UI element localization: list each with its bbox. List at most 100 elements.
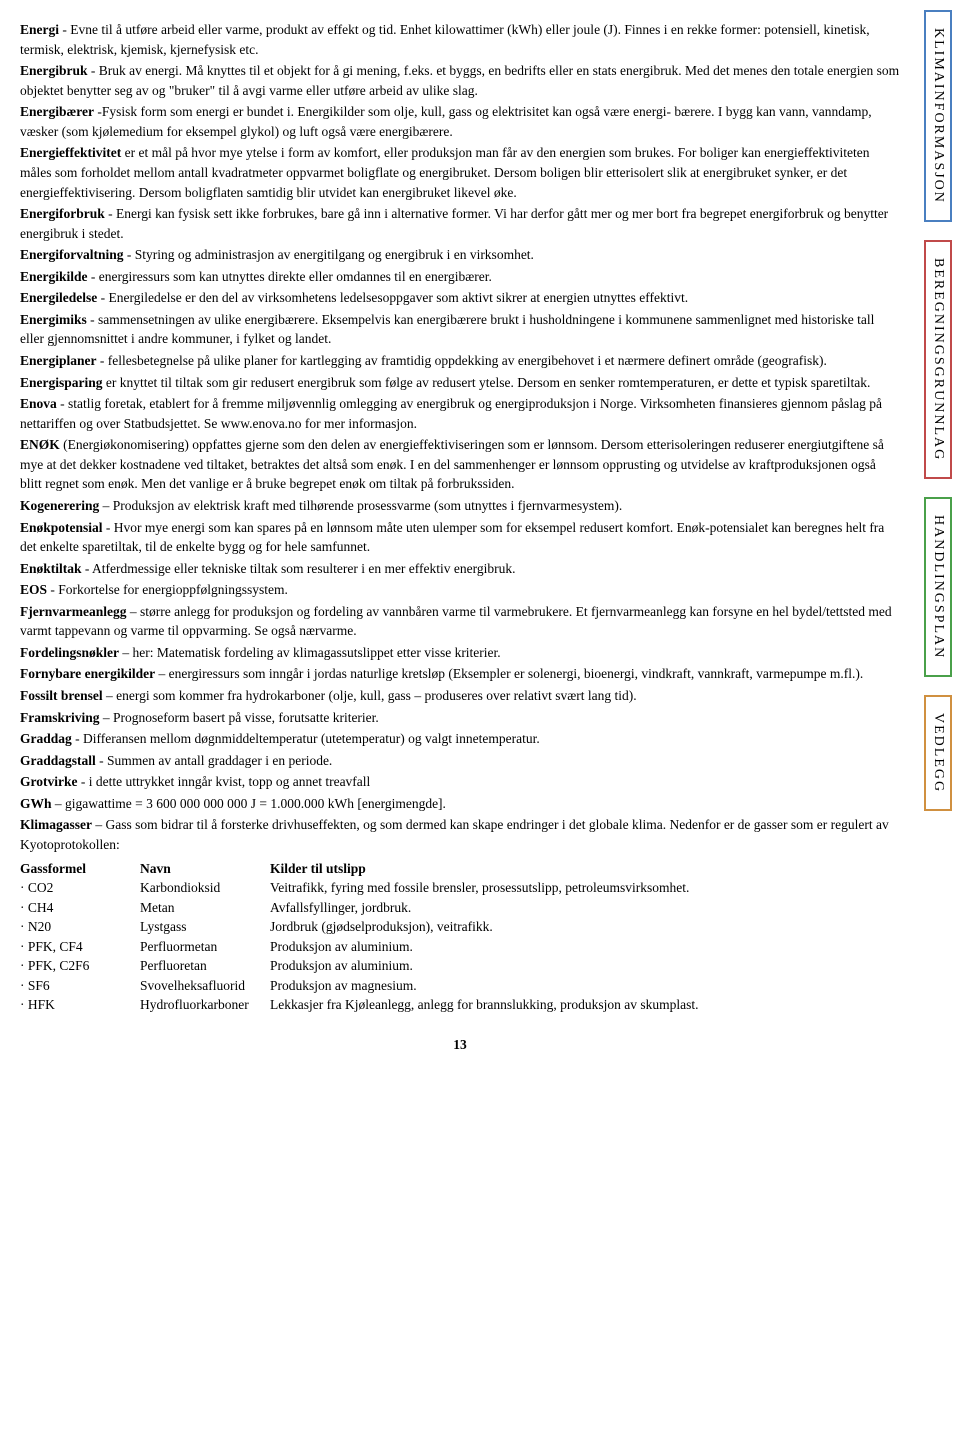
definition-entry: Energisparing er knyttet til tiltak som …	[20, 373, 900, 393]
gas-row: · PFK, CF4PerfluormetanProduksjon av alu…	[20, 937, 900, 957]
gas-cell: · HFK	[20, 995, 140, 1015]
side-tabs: KLIMAINFORMASJON BEREGNINGSGRUNNLAG HANDLI…	[924, 10, 952, 811]
definition-entry: EOS - Forkortelse for energioppfølgnings…	[20, 580, 900, 600]
gas-cell: · SF6	[20, 976, 140, 996]
definition-text: – gigawattime = 3 600 000 000 000 J = 1.…	[52, 796, 446, 811]
gas-row: · CH4MetanAvfallsfyllinger, jordbruk.	[20, 898, 900, 918]
definition-text: - Summen av antall graddager i en period…	[96, 753, 333, 768]
definition-text: (Energiøkonomisering) oppfattes gjerne s…	[20, 437, 884, 491]
gas-header-name: Navn	[140, 859, 270, 879]
term: Fossilt brensel	[20, 688, 103, 703]
definition-text: – større anlegg for produksjon og fordel…	[20, 604, 892, 639]
definition-entry: Enøktiltak - Atferdmessige eller teknisk…	[20, 559, 900, 579]
definition-entry: Energiforvaltning - Styring og administr…	[20, 245, 900, 265]
definition-text: - fellesbetegnelse på ulike planer for k…	[97, 353, 827, 368]
definition-text: – Gass som bidrar til å forsterke drivhu…	[20, 817, 889, 852]
side-tab[interactable]: KLIMAINFORMASJON	[924, 10, 952, 222]
gas-cell: Perfluoretan	[140, 956, 270, 976]
definition-entry: Fordelingsnøkler – her: Matematisk forde…	[20, 643, 900, 663]
term: Energiforbruk	[20, 206, 105, 221]
term: Enøktiltak	[20, 561, 82, 576]
definitions-list: Energi - Evne til å utføre arbeid eller …	[20, 20, 900, 855]
definition-entry: ENØK (Energiøkonomisering) oppfattes gje…	[20, 435, 900, 494]
definition-entry: Enøkpotensial - Hvor mye energi som kan …	[20, 518, 900, 557]
gas-table-body: · CO2KarbondioksidVeitrafikk, fyring med…	[20, 878, 900, 1015]
term: Energibruk	[20, 63, 88, 78]
definition-text: -Fysisk form som energi er bundet i. Ene…	[20, 104, 872, 139]
definition-text: - Energi kan fysisk sett ikke forbrukes,…	[20, 206, 888, 241]
definition-text: - Differansen mellom døgnmiddeltemperatu…	[72, 731, 540, 746]
definition-entry: Kogenerering – Produksjon av elektrisk k…	[20, 496, 900, 516]
document-page: Energi - Evne til å utføre arbeid eller …	[0, 0, 960, 1075]
definition-text: - Energiledelse er den del av virksomhet…	[97, 290, 688, 305]
term: Energiledelse	[20, 290, 97, 305]
definition-entry: Graddag - Differansen mellom døgnmiddelt…	[20, 729, 900, 749]
term: Kogenerering	[20, 498, 99, 513]
term: Enøkpotensial	[20, 520, 103, 535]
term: Graddag	[20, 731, 72, 746]
gas-header-sources: Kilder til utslipp	[270, 859, 900, 879]
gas-cell: Karbondioksid	[140, 878, 270, 898]
term: Framskriving	[20, 710, 100, 725]
side-tab[interactable]: HANDLINGSPLAN	[924, 497, 952, 677]
page-number: 13	[20, 1035, 900, 1055]
definition-entry: GWh – gigawattime = 3 600 000 000 000 J …	[20, 794, 900, 814]
gas-cell: Lystgass	[140, 917, 270, 937]
term: Graddagstall	[20, 753, 96, 768]
gas-cell: Jordbruk (gjødselproduksjon), veitrafikk…	[270, 917, 900, 937]
term: Energikilde	[20, 269, 88, 284]
definition-entry: Enova - statlig foretak, etablert for å …	[20, 394, 900, 433]
definition-entry: Energimiks - sammensetningen av ulike en…	[20, 310, 900, 349]
gas-row: · PFK, C2F6PerfluoretanProduksjon av alu…	[20, 956, 900, 976]
term: Energiforvaltning	[20, 247, 124, 262]
term: ENØK	[20, 437, 60, 452]
gas-cell: Svovelheksafluorid	[140, 976, 270, 996]
definition-entry: Energibærer -Fysisk form som energi er b…	[20, 102, 900, 141]
gas-cell: Hydrofluorkarboner	[140, 995, 270, 1015]
gas-cell: Metan	[140, 898, 270, 918]
gas-cell: · CO2	[20, 878, 140, 898]
gas-cell: Lekkasjer fra Kjøleanlegg, anlegg for br…	[270, 995, 900, 1015]
gas-table-header: Gassformel Navn Kilder til utslipp	[20, 859, 900, 879]
side-tab[interactable]: VEDLEGG	[924, 695, 952, 811]
gas-cell: · N20	[20, 917, 140, 937]
gas-row: · SF6SvovelheksafluoridProduksjon av mag…	[20, 976, 900, 996]
gas-cell: · PFK, CF4	[20, 937, 140, 957]
definition-text: er et mål på hvor mye ytelse i form av k…	[20, 145, 870, 199]
term: GWh	[20, 796, 52, 811]
definition-entry: Energibruk - Bruk av energi. Må knyttes …	[20, 61, 900, 100]
definition-text: – energi som kommer fra hydrokarboner (o…	[103, 688, 637, 703]
gas-cell: Produksjon av aluminium.	[270, 956, 900, 976]
gas-cell: Produksjon av magnesium.	[270, 976, 900, 996]
definition-entry: Fjernvarmeanlegg – større anlegg for pro…	[20, 602, 900, 641]
term: Fjernvarmeanlegg	[20, 604, 126, 619]
gas-table: Gassformel Navn Kilder til utslipp · CO2…	[20, 859, 900, 1016]
gas-row: · CO2KarbondioksidVeitrafikk, fyring med…	[20, 878, 900, 898]
definition-entry: Energiforbruk - Energi kan fysisk sett i…	[20, 204, 900, 243]
definition-entry: Framskriving – Prognoseform basert på vi…	[20, 708, 900, 728]
definition-entry: Graddagstall - Summen av antall graddage…	[20, 751, 900, 771]
gas-cell: Produksjon av aluminium.	[270, 937, 900, 957]
term: Klimagasser	[20, 817, 92, 832]
gas-cell: Perfluormetan	[140, 937, 270, 957]
definition-entry: Energieffektivitet er et mål på hvor mye…	[20, 143, 900, 202]
definition-entry: Energikilde - energiressurs som kan utny…	[20, 267, 900, 287]
definition-entry: Fossilt brensel – energi som kommer fra …	[20, 686, 900, 706]
definition-text: – energiressurs som inngår i jordas natu…	[155, 666, 863, 681]
definition-text: er knyttet til tiltak som gir redusert e…	[103, 375, 871, 390]
term: Energi	[20, 22, 59, 37]
definition-text: - Bruk av energi. Må knyttes til et obje…	[20, 63, 899, 98]
definition-entry: Energi - Evne til å utføre arbeid eller …	[20, 20, 900, 59]
definition-text: - energiressurs som kan utnyttes direkte…	[88, 269, 492, 284]
definition-text: - sammensetningen av ulike energibærere.…	[20, 312, 874, 347]
side-tab[interactable]: BEREGNINGSGRUNNLAG	[924, 240, 952, 479]
definition-text: – Produksjon av elektrisk kraft med tilh…	[99, 498, 622, 513]
term: Fordelingsnøkler	[20, 645, 119, 660]
gas-cell: · PFK, C2F6	[20, 956, 140, 976]
gas-row: · HFKHydrofluorkarbonerLekkasjer fra Kjø…	[20, 995, 900, 1015]
definition-text: – her: Matematisk fordeling av klimagass…	[119, 645, 501, 660]
gas-cell: Avfallsfyllinger, jordbruk.	[270, 898, 900, 918]
term: Energimiks	[20, 312, 87, 327]
definition-text: - Hvor mye energi som kan spares på en l…	[20, 520, 884, 555]
gas-row: · N20LystgassJordbruk (gjødselproduksjon…	[20, 917, 900, 937]
